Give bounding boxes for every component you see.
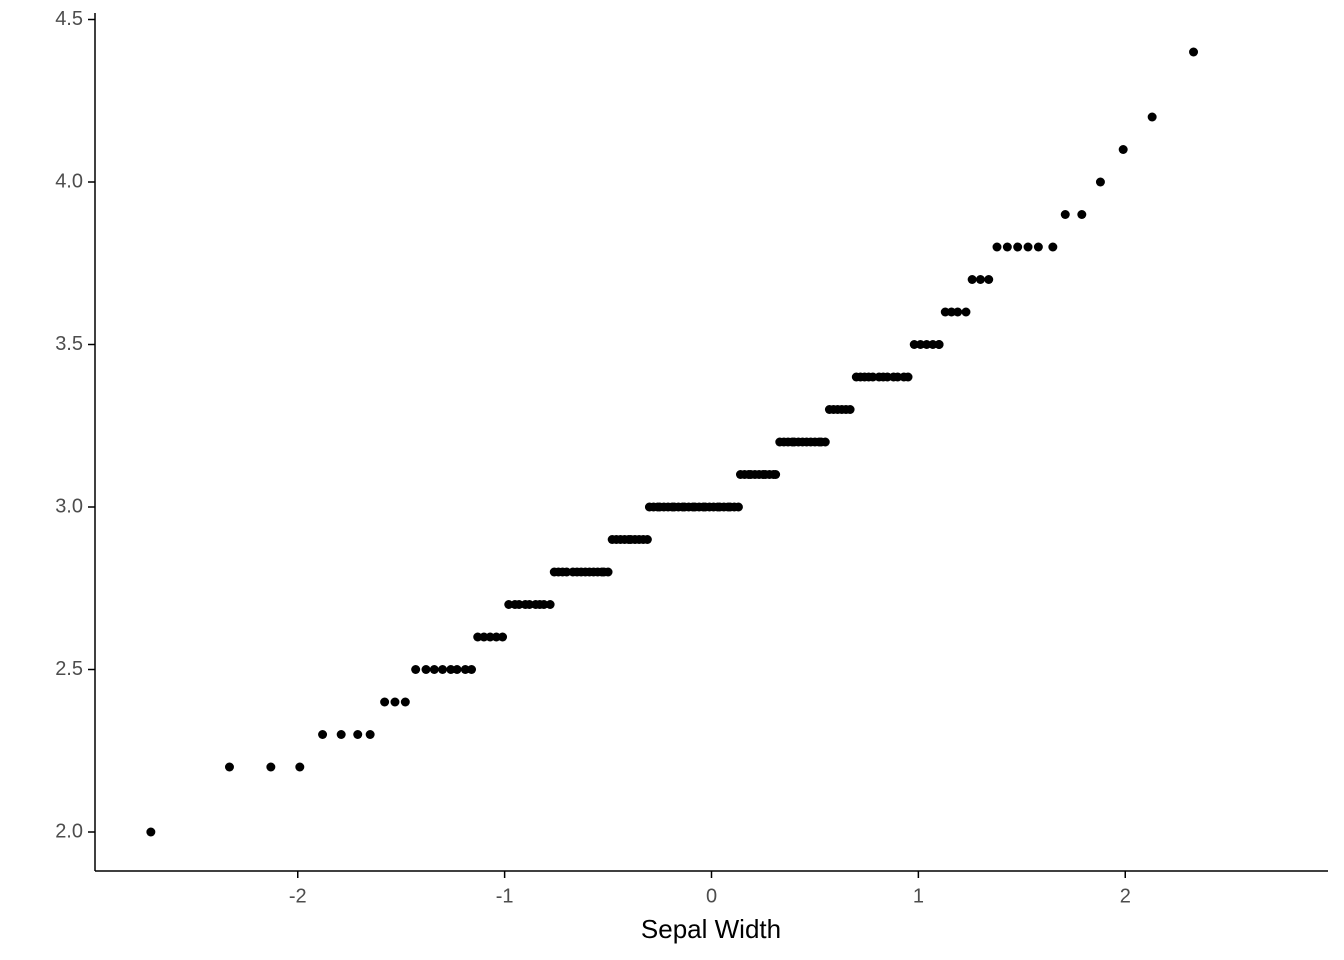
point [1033,242,1043,252]
point [1189,47,1199,57]
x-axis-title: Sepal Width [641,914,781,944]
point [1118,145,1128,154]
point [266,762,276,772]
point [318,730,328,739]
point [922,340,932,349]
point [479,632,489,642]
x-tick-label: 1 [913,885,924,907]
point [524,600,534,609]
point [642,535,652,544]
y-tick-label: 3.5 [55,333,83,355]
point [975,275,985,284]
point [504,600,514,609]
point [903,372,913,382]
point [733,502,743,512]
point [473,632,483,642]
point [411,665,421,674]
point [909,340,919,349]
point [967,275,977,284]
point [438,665,448,674]
point [562,567,572,577]
y-tick-label: 2.5 [55,658,83,680]
point [961,307,971,317]
point [882,372,892,382]
point [1147,112,1157,122]
point [984,275,994,284]
point [429,665,439,674]
point [224,762,234,772]
point [928,340,938,349]
point [1002,242,1012,252]
point [514,600,524,609]
y-tick-label: 4.0 [55,170,83,192]
point [1023,242,1033,252]
point [845,405,855,414]
x-tick-label: -2 [289,885,307,907]
x-tick-label: 2 [1120,885,1131,907]
x-tick-label: -1 [496,885,514,907]
point [452,665,462,674]
point [820,437,830,447]
point [1077,210,1087,219]
point [545,600,555,609]
point [365,730,375,739]
point [1013,242,1023,252]
point [390,697,400,707]
point [491,632,501,642]
point [295,762,305,772]
point [353,730,363,739]
point [934,340,944,349]
point [1095,177,1105,187]
point [467,665,477,674]
y-tick-label: 2.0 [55,820,83,842]
point [992,242,1002,252]
point [485,632,495,642]
point [771,470,781,479]
point [460,665,470,674]
point [1048,242,1058,252]
point [380,697,390,707]
y-tick-label: 3.0 [55,495,83,517]
point [868,372,878,382]
point [946,307,956,317]
point [421,665,431,674]
point [603,567,613,577]
point [498,632,508,642]
point [1060,210,1070,219]
point [953,307,963,317]
point [940,307,950,317]
point [336,730,346,739]
point [539,600,549,609]
point [915,340,925,349]
point [446,665,456,674]
point [146,827,156,837]
point [400,697,410,707]
y-tick-label: 4.5 [55,8,83,30]
x-tick-label: 0 [706,885,717,907]
point [893,372,903,382]
